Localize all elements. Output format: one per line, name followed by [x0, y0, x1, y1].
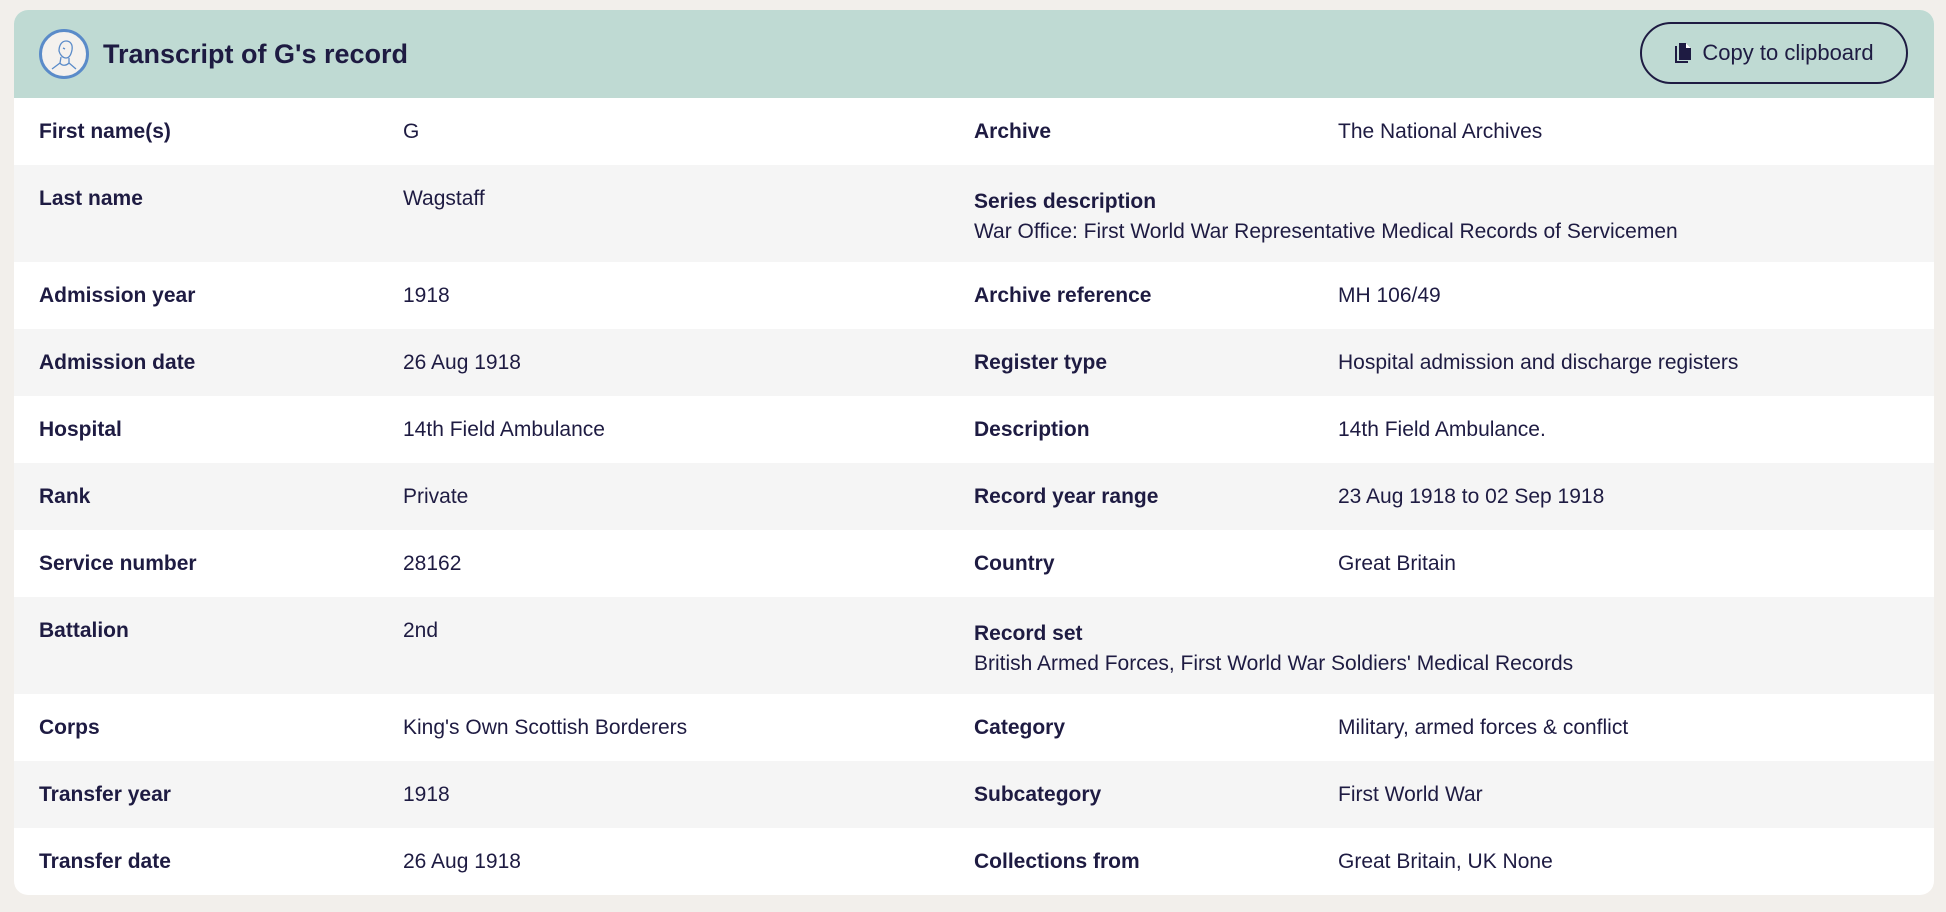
right-field: Archive The National Archives [974, 98, 1934, 165]
right-field: Archive reference MH 106/49 [974, 262, 1934, 329]
left-field: First name(s) G [14, 98, 974, 165]
table-row: Admission date 26 Aug 1918 Register type Ho… [14, 329, 1934, 396]
transcript-card: Transcript of G's record Copy to clipboa… [14, 10, 1934, 895]
field-label: First name(s) [39, 119, 171, 143]
field-value: 28162 [403, 551, 462, 575]
field-label: Archive [974, 119, 1052, 143]
field-label: Country [974, 551, 1055, 575]
field-label: Rank [39, 484, 91, 508]
field-value: Great Britain [1338, 551, 1456, 575]
table-row: Battalion 2nd Record set British Armed Forc… [14, 597, 1934, 694]
left-field: Service number 28162 [14, 530, 974, 597]
page-title: Transcript of G's record [103, 38, 409, 69]
copy-to-clipboard-button[interactable]: Copy to clipboard [1640, 22, 1908, 84]
field-label: Last name [39, 187, 143, 210]
field-label: Battalion [39, 619, 129, 642]
left-field: Last name Wagstaff [14, 165, 974, 262]
field-value: 14th Field Ambulance. [1338, 417, 1546, 441]
field-label: Service number [39, 551, 197, 575]
table-row: Corps King's Own Scottish Borderers Catego… [14, 694, 1934, 761]
right-field: Subcategory First World War [974, 761, 1934, 828]
field-value: 1918 [403, 283, 450, 307]
left-field: Hospital 14th Field Ambulance [14, 396, 974, 463]
left-field: Battalion 2nd [14, 597, 974, 694]
person-portrait-icon [39, 29, 89, 79]
field-value: First World War [1338, 782, 1483, 806]
field-value: Wagstaff [403, 187, 485, 210]
right-field: Record set British Armed Forces, First Wo… [974, 597, 1934, 694]
copy-label: Copy to clipboard [1702, 40, 1874, 65]
field-value: Private [403, 484, 469, 508]
field-label: Corps [39, 715, 100, 739]
right-field: Register type Hospital admission and disc… [974, 329, 1934, 396]
table-row: Transfer date 26 Aug 1918 Collections from… [14, 828, 1934, 895]
field-label: Register type [974, 350, 1108, 374]
field-label: Transfer date [39, 849, 171, 873]
right-field: Description 14th Field Ambulance. [974, 396, 1934, 463]
field-label: Collections from [974, 849, 1140, 873]
field-value: War Office: First World War Representati… [974, 220, 1678, 243]
table-row: Last name Wagstaff Series description War O… [14, 165, 1934, 262]
field-value: Hospital admission and discharge registe… [1338, 350, 1739, 374]
copy-icon [1675, 43, 1692, 63]
left-field: Corps King's Own Scottish Borderers [14, 694, 974, 761]
field-label: Description [974, 417, 1090, 441]
right-field: Country Great Britain [974, 530, 1934, 597]
field-label: Category [974, 715, 1066, 739]
left-field: Transfer year 1918 [14, 761, 974, 828]
field-label: Hospital [39, 417, 122, 441]
table-row: Transfer year 1918 Subcategory First World … [14, 761, 1934, 828]
right-field: Category Military, armed forces & conflic… [974, 694, 1934, 761]
table-row: Admission year 1918 Archive reference MH 10… [14, 262, 1934, 329]
field-label: Admission year [39, 283, 196, 307]
field-value: The National Archives [1338, 119, 1543, 143]
field-value: Great Britain, UK None [1338, 849, 1553, 873]
record-table: First name(s) G Archive The National Archiv… [14, 98, 1934, 895]
field-value: Military, armed forces & conflict [1338, 715, 1629, 739]
field-value: 26 Aug 1918 [403, 849, 521, 873]
left-field: Transfer date 26 Aug 1918 [14, 828, 974, 895]
table-row: First name(s) G Archive The National Archiv… [14, 98, 1934, 165]
field-value: British Armed Forces, First World War So… [974, 652, 1574, 675]
field-value: 26 Aug 1918 [403, 350, 521, 374]
field-label: Admission date [39, 350, 196, 374]
left-field: Rank Private [14, 463, 974, 530]
field-value: G [403, 119, 420, 143]
left-field: Admission year 1918 [14, 262, 974, 329]
field-label: Transfer year [39, 782, 171, 806]
field-label: Series description [974, 190, 1157, 213]
right-field: Series description War Office: First Worl… [974, 165, 1934, 262]
right-field: Collections from Great Britain, UK None [974, 828, 1934, 895]
table-row: Hospital 14th Field Ambulance Description 1… [14, 396, 1934, 463]
field-label: Subcategory [974, 782, 1102, 806]
field-value: MH 106/49 [1338, 283, 1441, 307]
card-header: Transcript of G's record Copy to clipboa… [14, 10, 1934, 98]
field-label: Record year range [974, 484, 1159, 508]
field-value: 23 Aug 1918 to 02 Sep 1918 [1338, 484, 1605, 508]
field-label: Archive reference [974, 283, 1152, 307]
field-value: King's Own Scottish Borderers [403, 715, 688, 739]
table-row: Service number 28162 Country Great Britain [14, 530, 1934, 597]
field-label: Record set [974, 622, 1083, 645]
field-value: 14th Field Ambulance [403, 417, 605, 441]
field-value: 1918 [403, 782, 450, 806]
left-field: Admission date 26 Aug 1918 [14, 329, 974, 396]
field-value: 2nd [403, 619, 439, 642]
table-row: Rank Private Record year range 23 Aug 1918 … [14, 463, 1934, 530]
right-field: Record year range 23 Aug 1918 to 02 Sep 1… [974, 463, 1934, 530]
